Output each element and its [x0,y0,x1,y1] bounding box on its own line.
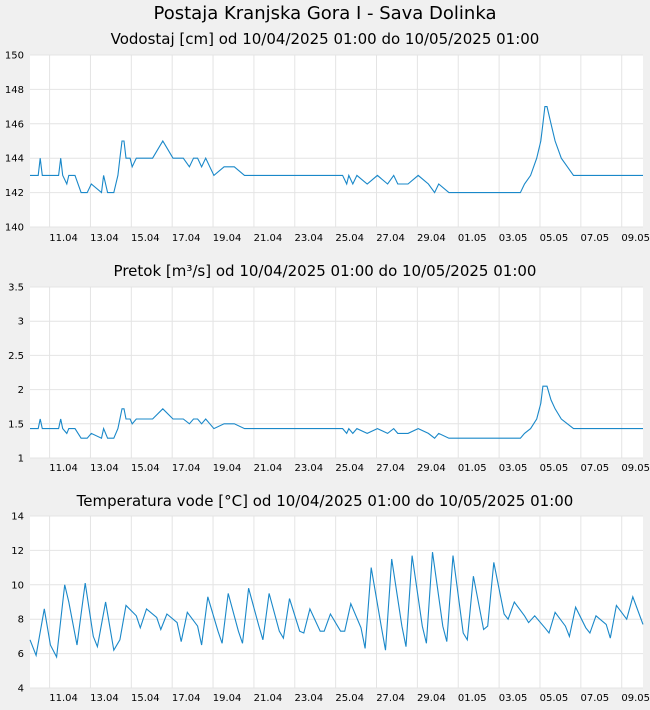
x-tick-label: 11.04 [49,463,78,474]
x-tick-label: 25.04 [335,463,364,474]
y-tick-label: 2 [18,385,24,396]
y-tick-label: 14 [11,512,24,523]
x-tick-label: 05.05 [540,463,569,474]
series-line [29,552,644,659]
water-temperature-chart: Temperatura vode [°C] od 10/04/2025 01:0… [0,492,650,710]
x-tick-label: 23.04 [294,233,323,244]
x-tick-label: 19.04 [213,463,242,474]
x-tick-label: 19.04 [213,233,242,244]
y-tick-label: 140 [5,223,24,234]
y-tick-label: 144 [5,154,24,165]
water-level-plot: 140 142 144 146 148 150 11.04 13.04 15.04 17.04 19… [5,51,650,245]
x-tick-label: 23.04 [294,693,323,704]
y-tick-label: 8 [18,615,24,626]
y-tick-label: 150 [5,51,24,62]
x-tick-label: 03.05 [499,693,528,704]
x-tick-label: 05.05 [540,693,569,704]
chart-title: Temperatura vode [°C] od 10/04/2025 01:0… [76,492,574,510]
y-tick-label: 1 [18,454,24,465]
x-tick-label: 03.05 [499,463,528,474]
y-tick-label: 4 [18,684,24,695]
x-tick-label: 27.04 [376,463,405,474]
x-tick-label: 01.05 [458,693,487,704]
series-line [30,106,643,194]
x-tick-label: 07.05 [581,233,610,244]
x-tick-label: 09.05 [621,463,650,474]
plot-area [30,516,643,688]
x-tick-label: 13.04 [90,693,119,704]
x-tick-label: 15.04 [131,693,160,704]
x-tick-label: 09.05 [621,233,650,244]
x-tick-label: 17.04 [172,693,201,704]
chart-title: Pretok [m³/s] od 10/04/2025 01:00 do 10/… [113,262,537,280]
y-tick-label: 3.5 [8,283,24,294]
x-tick-label: 21.04 [254,463,283,474]
x-tick-label: 09.05 [621,693,650,704]
x-tick-label: 11.04 [49,693,78,704]
discharge-chart: Pretok [m³/s] od 10/04/2025 01:00 do 10/… [0,262,650,482]
x-tick-label: 25.04 [335,693,364,704]
x-tick-label: 29.04 [417,233,446,244]
x-tick-label: 21.04 [254,233,283,244]
x-tick-label: 29.04 [417,463,446,474]
x-tick-label: 19.04 [213,693,242,704]
grid [30,54,643,228]
grid [30,286,643,459]
page-title: Postaja Kranjska Gora I - Sava Dolinka [153,3,497,24]
x-tick-label: 25.04 [335,233,364,244]
x-tick-label: 29.04 [417,693,446,704]
x-tick-label: 17.04 [172,233,201,244]
x-tick-label: 27.04 [376,693,405,704]
y-tick-label: 3 [18,317,24,328]
y-tick-label: 1.5 [8,419,24,430]
y-tick-label: 2.5 [8,351,24,362]
y-tick-label: 10 [11,580,24,591]
plot-area [30,287,643,458]
y-tick-label: 148 [5,85,24,96]
x-tick-label: 11.04 [49,233,78,244]
x-tick-label: 15.04 [131,233,160,244]
y-tick-label: 142 [5,188,24,199]
x-tick-label: 01.05 [458,463,487,474]
x-tick-label: 21.04 [254,693,283,704]
x-tick-label: 13.04 [90,463,119,474]
chart-title: Vodostaj [cm] od 10/04/2025 01:00 do 10/… [110,30,540,48]
x-tick-label: 07.05 [581,463,610,474]
x-tick-label: 15.04 [131,463,160,474]
discharge-plot: 1 1.5 2 2.5 3 3.5 11.04 13.04 15.04 17.04 19.04 21.… [8,283,650,475]
water-temperature-plot: 4 6 8 10 12 14 11.04 13.04 15.04 17.04 19.04 21.04 2… [11,512,650,705]
series-line [30,385,643,439]
x-tick-label: 17.04 [172,463,201,474]
grid [30,515,643,689]
water-level-chart: Vodostaj [cm] od 10/04/2025 01:00 do 10/… [0,30,650,250]
x-tick-label: 03.05 [499,233,528,244]
x-tick-label: 05.05 [540,233,569,244]
x-tick-label: 13.04 [90,233,119,244]
y-tick-label: 6 [18,649,24,660]
x-tick-label: 07.05 [581,693,610,704]
x-tick-label: 27.04 [376,233,405,244]
y-tick-label: 146 [5,119,24,130]
y-tick-label: 12 [11,546,24,557]
x-tick-label: 01.05 [458,233,487,244]
x-tick-label: 23.04 [294,463,323,474]
